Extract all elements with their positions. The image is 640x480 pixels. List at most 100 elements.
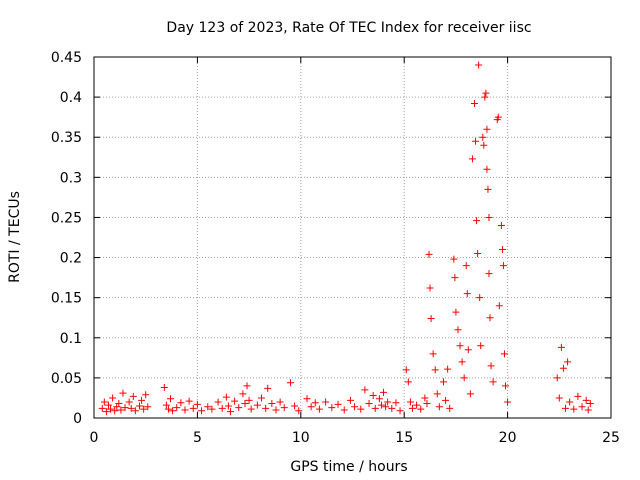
data-point (555, 394, 563, 402)
data-point (454, 326, 462, 334)
data-point (417, 405, 425, 413)
data-point (489, 378, 497, 386)
data-point (483, 125, 491, 133)
data-point (129, 392, 137, 400)
data-point (431, 366, 439, 374)
data-point (214, 398, 222, 406)
data-point (582, 396, 590, 404)
data-point (239, 390, 247, 398)
data-point (485, 213, 493, 221)
data-point (181, 406, 189, 414)
data-point (121, 404, 129, 412)
data-point (291, 402, 299, 410)
data-point (396, 407, 404, 415)
x-tick-label: 20 (499, 430, 517, 446)
data-point (485, 270, 493, 278)
data-point (189, 404, 197, 412)
data-point (107, 405, 115, 413)
grid-lines (94, 57, 611, 418)
data-point (498, 246, 506, 254)
data-point (138, 396, 146, 404)
data-point (253, 401, 261, 409)
data-point (472, 137, 480, 145)
data-point (463, 290, 471, 298)
data-point (315, 405, 323, 413)
data-point (475, 61, 483, 69)
data-point (111, 407, 119, 415)
data-point (481, 93, 489, 101)
data-point (276, 398, 284, 406)
data-point (328, 404, 336, 412)
data-point (426, 284, 434, 292)
data-point (375, 395, 383, 403)
data-point (570, 405, 578, 413)
data-point (160, 384, 168, 392)
data-point (224, 402, 232, 410)
data-point (346, 396, 354, 404)
data-point (451, 274, 459, 282)
y-tick-label: 0.1 (60, 331, 82, 347)
data-point (404, 378, 412, 386)
data-point (562, 404, 570, 412)
data-point (479, 133, 487, 141)
data-point (484, 185, 492, 193)
data-point (487, 362, 495, 370)
data-point (460, 374, 468, 382)
data-point (495, 302, 503, 310)
data-point (456, 342, 464, 350)
data-point (177, 399, 185, 407)
data-point (497, 221, 505, 229)
plot-frame (93, 56, 612, 419)
data-point (466, 390, 474, 398)
data-point (502, 382, 510, 390)
data-point (482, 89, 490, 97)
data-point (384, 398, 392, 406)
data-point (262, 404, 270, 412)
data-point (494, 113, 502, 121)
data-point (280, 404, 288, 412)
data-point (382, 403, 390, 411)
data-point (243, 382, 251, 390)
data-point (340, 406, 348, 414)
data-point (559, 364, 567, 372)
data-point (425, 250, 433, 258)
data-point (222, 393, 230, 401)
data-point (144, 403, 152, 411)
data-point (450, 255, 458, 263)
data-point (162, 401, 170, 409)
data-point (566, 398, 574, 406)
data-point (369, 392, 377, 400)
data-point (468, 155, 476, 163)
x-axis-label: GPS time / hours (290, 459, 407, 475)
data-point (167, 395, 175, 403)
data-point (473, 217, 481, 225)
data-point (322, 398, 330, 406)
data-point (127, 404, 135, 412)
data-point (474, 250, 482, 258)
data-point (245, 396, 253, 404)
data-point (286, 379, 294, 387)
data-point (169, 407, 177, 415)
data-point (100, 398, 108, 406)
data-point (109, 394, 117, 402)
data-point (142, 391, 150, 399)
data-point (351, 403, 359, 411)
data-point (371, 404, 379, 412)
data-point (361, 386, 369, 394)
data-point (226, 408, 234, 416)
y-tick-label: 0.3 (60, 170, 82, 186)
x-tick-label: 10 (292, 430, 310, 446)
data-point (423, 400, 431, 408)
data-point (218, 404, 226, 412)
data-point (295, 407, 303, 415)
data-point (164, 405, 172, 413)
data-point (231, 397, 239, 405)
data-point (402, 366, 410, 374)
x-tick-label: 5 (193, 430, 202, 446)
data-point (486, 314, 494, 322)
y-tick-label: 0.35 (51, 130, 82, 146)
data-point (476, 294, 484, 302)
data-point (574, 392, 582, 400)
data-point (268, 400, 276, 408)
data-point (553, 374, 561, 382)
